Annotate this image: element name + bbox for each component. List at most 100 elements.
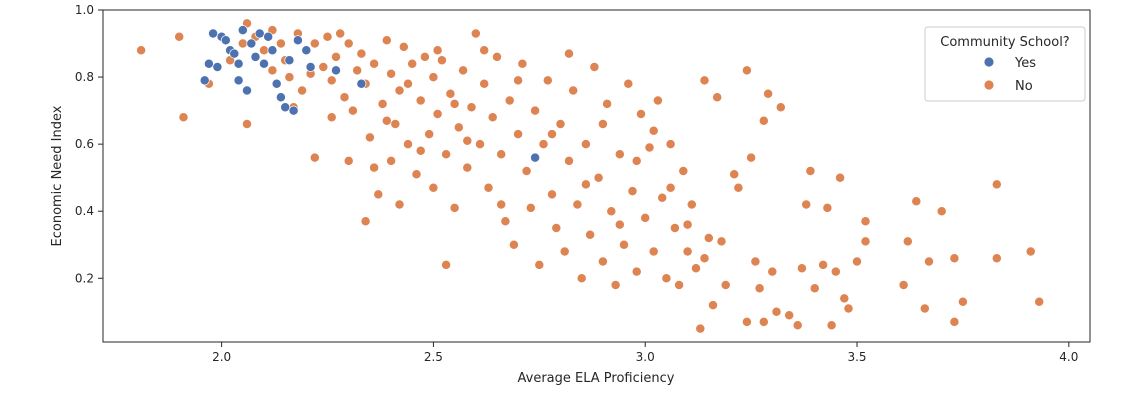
- point-no: [309, 38, 320, 49]
- point-no: [508, 239, 519, 250]
- point-no: [763, 88, 774, 99]
- point-no: [449, 98, 460, 109]
- point-no: [373, 189, 384, 200]
- point-no: [741, 65, 752, 76]
- point-no: [403, 139, 413, 150]
- point-no: [559, 246, 570, 257]
- point-no: [741, 316, 752, 327]
- x-tick-label: 4.0: [1059, 350, 1078, 364]
- point-no: [538, 139, 549, 150]
- point-no: [835, 172, 846, 183]
- point-no: [818, 259, 829, 270]
- point-no: [352, 65, 363, 76]
- point-yes: [305, 62, 316, 72]
- point-no: [462, 162, 473, 173]
- point-no: [297, 85, 308, 96]
- point-yes: [229, 48, 240, 59]
- point-no: [483, 182, 494, 193]
- point-no: [648, 125, 659, 136]
- point-no: [636, 109, 646, 119]
- point-no: [585, 229, 596, 240]
- point-no: [822, 202, 833, 213]
- point-no: [453, 122, 464, 133]
- point-no: [466, 102, 477, 113]
- point-no: [309, 152, 320, 163]
- point-no: [843, 303, 854, 314]
- point-no: [394, 85, 405, 96]
- point-no: [640, 212, 651, 223]
- point-no: [614, 149, 625, 160]
- point-no: [669, 223, 680, 233]
- point-no: [661, 273, 672, 284]
- point-no: [860, 236, 871, 247]
- point-yes: [246, 38, 257, 49]
- point-no: [593, 172, 604, 183]
- point-no: [805, 166, 816, 176]
- point-no: [796, 263, 807, 274]
- legend-marker-yes: [983, 56, 995, 68]
- point-no: [665, 182, 676, 193]
- point-no: [784, 310, 795, 321]
- point-no: [500, 216, 511, 227]
- point-no: [674, 280, 685, 290]
- point-no: [441, 149, 452, 160]
- point-no: [644, 142, 655, 153]
- point-no: [589, 62, 600, 72]
- point-no: [746, 152, 757, 163]
- plot-frame: [102, 9, 1091, 343]
- point-yes: [242, 85, 252, 96]
- point-no: [284, 72, 295, 83]
- point-no: [606, 206, 617, 217]
- point-yes: [254, 28, 265, 39]
- point-no: [331, 51, 341, 62]
- point-no: [648, 246, 659, 257]
- point-no: [475, 139, 485, 150]
- point-no: [678, 166, 689, 176]
- point-no: [597, 119, 608, 129]
- x-axis-label: Average ELA Proficiency: [518, 371, 675, 386]
- point-no: [572, 199, 583, 210]
- point-no: [619, 239, 629, 250]
- point-no: [750, 256, 761, 267]
- point-no: [631, 155, 642, 166]
- point-no: [322, 31, 333, 42]
- point-no: [343, 38, 354, 49]
- point-no: [699, 253, 710, 264]
- points-layer: [136, 18, 1045, 334]
- point-no: [720, 280, 731, 290]
- point-yes: [208, 28, 219, 39]
- x-tick-label: 2.5: [424, 350, 443, 364]
- point-yes: [220, 35, 231, 46]
- point-no: [682, 219, 693, 230]
- point-no: [267, 65, 278, 76]
- point-yes: [275, 92, 286, 103]
- point-no: [991, 253, 1002, 264]
- point-no: [445, 88, 456, 99]
- point-no: [801, 199, 812, 210]
- y-tick-label: 0.2: [75, 271, 94, 285]
- point-no: [428, 182, 439, 193]
- point-yes: [233, 75, 244, 86]
- point-no: [839, 293, 850, 304]
- point-yes: [203, 58, 214, 69]
- x-ticks: 2.0 2.5 3.0 3.5 4.0: [212, 342, 1078, 364]
- y-tick-label: 1.0: [75, 3, 94, 17]
- point-no: [407, 58, 418, 69]
- point-no: [347, 105, 358, 116]
- point-yes: [212, 62, 223, 72]
- point-no: [695, 323, 706, 334]
- point-no: [852, 256, 862, 267]
- point-no: [496, 149, 507, 160]
- point-no: [1034, 296, 1045, 307]
- point-no: [949, 253, 960, 264]
- point-no: [564, 155, 574, 166]
- point-no: [394, 199, 405, 210]
- point-no: [441, 259, 452, 270]
- point-no: [767, 266, 778, 277]
- point-no: [496, 199, 507, 210]
- point-no: [826, 320, 837, 331]
- point-no: [957, 296, 968, 307]
- point-no: [517, 58, 528, 69]
- point-no: [652, 95, 663, 106]
- point-no: [631, 266, 642, 277]
